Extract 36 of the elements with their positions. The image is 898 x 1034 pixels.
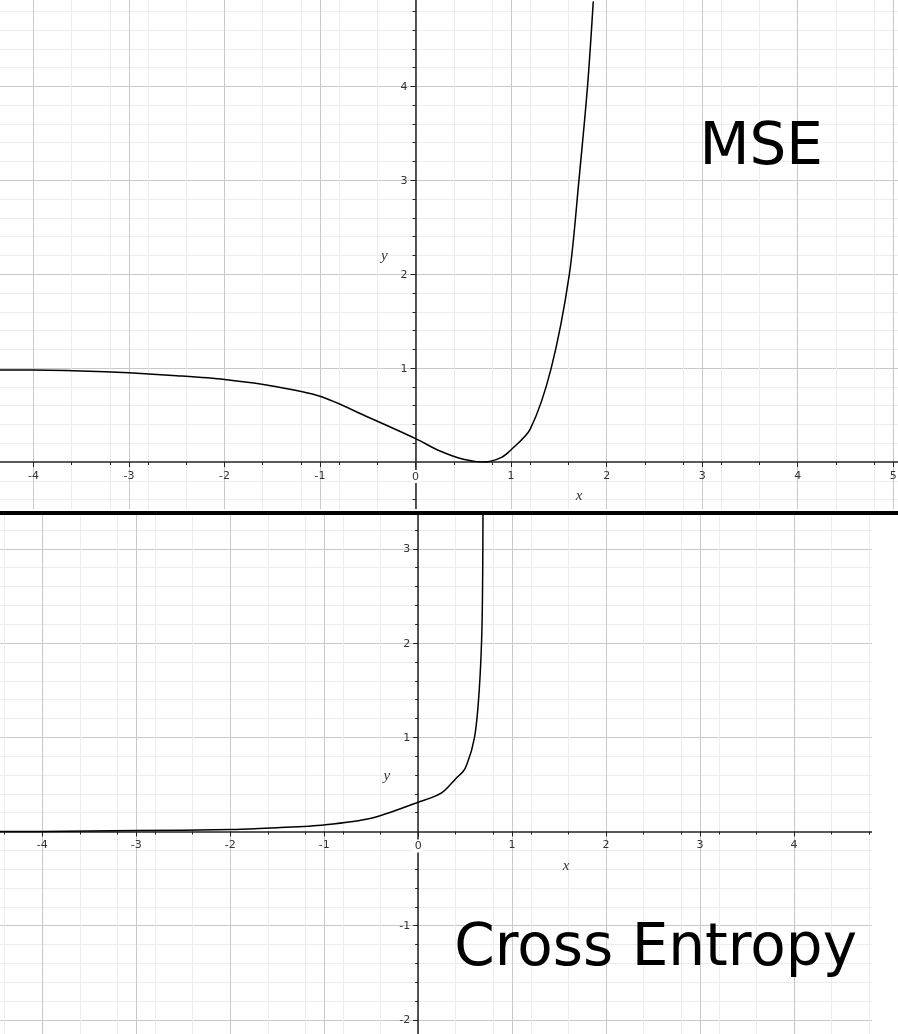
- x-tick-label: -2: [219, 469, 230, 483]
- x-tick-label: -3: [130, 838, 142, 852]
- y-tick-label: 2: [403, 636, 411, 650]
- x-tick-label: -2: [224, 838, 236, 852]
- x-tick-label: -1: [314, 469, 326, 483]
- line-series: [0, 1, 594, 463]
- x-tick-label: 2: [602, 838, 610, 852]
- x-axis-title: x: [574, 487, 583, 504]
- x-tick-label: -1: [318, 838, 330, 852]
- x-tick-label: 0: [412, 470, 420, 484]
- text: MSE: [699, 110, 824, 178]
- x-tick-label: 4: [794, 469, 802, 483]
- y-tick-label: 2: [400, 267, 408, 281]
- x-tick-label: 3: [698, 469, 706, 483]
- y-tick-label: 4: [400, 79, 408, 93]
- x-tick-label: -4: [36, 838, 48, 852]
- x-tick-label: -4: [27, 469, 39, 483]
- y-tick-label: 3: [403, 542, 411, 556]
- y-tick-label: -1: [399, 919, 411, 933]
- text: Cross Entropy: [454, 911, 858, 979]
- x-tick-label: 3: [696, 838, 704, 852]
- x-axis-title: x: [561, 856, 570, 873]
- line-series: [0, 515, 484, 833]
- y-tick-label: 3: [400, 173, 408, 187]
- x-tick-label: 2: [603, 469, 611, 483]
- y-tick-label: 1: [400, 361, 408, 375]
- y-tick-label: 1: [403, 730, 411, 744]
- x-tick-label: 4: [790, 838, 798, 852]
- y-tick-label: -2: [399, 1013, 411, 1027]
- y-axis-title: y: [378, 246, 388, 263]
- x-tick-label: 0: [414, 839, 422, 853]
- x-tick-label: 1: [507, 469, 515, 483]
- x-tick-label: 5: [889, 469, 897, 483]
- x-tick-label: -3: [123, 469, 135, 483]
- y-axis-title: y: [381, 766, 391, 783]
- x-tick-label: 1: [508, 838, 516, 852]
